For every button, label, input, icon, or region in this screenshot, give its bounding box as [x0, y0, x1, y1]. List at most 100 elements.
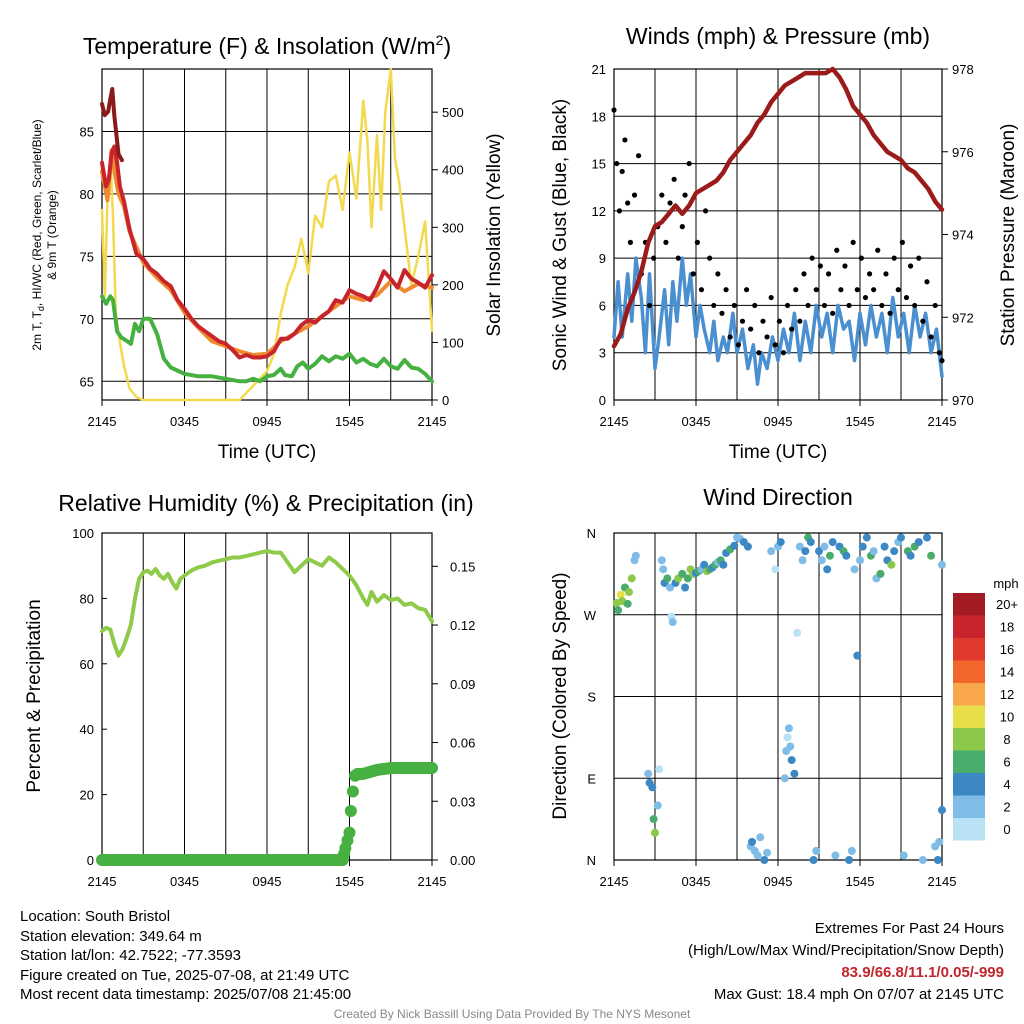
pressure-ytick-label: 974 [952, 228, 974, 243]
humidity-ytick-label: 60 [80, 657, 94, 672]
winds-ytick-label: 6 [599, 298, 606, 313]
gust-point [793, 287, 799, 293]
series-pressure-line [611, 66, 945, 349]
gust-point [711, 302, 717, 309]
direction-point [795, 542, 804, 551]
colorbar-swatch [953, 683, 985, 706]
winds-xtick-label: 0945 [764, 414, 793, 429]
humidity-ytick-label: 0 [87, 853, 94, 868]
direction-ylabel: Direction (Colored By Speed) [550, 572, 571, 819]
direction-point [700, 560, 709, 569]
colorbar-label: 10 [1000, 710, 1014, 725]
gust-point [846, 302, 852, 309]
pressure-ylabel: Station Pressure (Maroon) [998, 124, 1019, 347]
direction-point [933, 856, 942, 864]
insolation-ytick-label: 300 [442, 220, 464, 235]
winds-xtick-label: 2145 [928, 414, 957, 429]
temperature-title: Temperature (F) & Insolation (W/m2) [83, 32, 451, 59]
max-gust-text: Max Gust: 18.4 mph On 07/07 at 2145 UTC [713, 986, 1004, 1003]
direction-point [763, 848, 772, 857]
direction-point [938, 806, 946, 815]
direction-point [776, 538, 785, 547]
gust-point [879, 302, 885, 309]
humidity-ytick-label: 100 [72, 526, 94, 541]
gust-point [936, 350, 942, 356]
gust-point [752, 302, 758, 309]
gust-point [667, 200, 673, 206]
direction-point [842, 551, 851, 560]
created-text: Figure created on Tue, 2025-07-08, at 21… [20, 966, 350, 984]
gust-point [862, 294, 869, 301]
direction-point [659, 565, 668, 574]
direction-xtick-label: 0945 [764, 874, 793, 889]
direction-point [876, 569, 885, 578]
temperature-xtick-label: 2145 [418, 414, 447, 429]
humidity-panel: Relative Humidity (%) & Precipitation (i… [24, 490, 475, 889]
precip-point [346, 785, 359, 798]
direction-xtick-label: 1545 [846, 874, 875, 889]
direction-point [853, 651, 862, 660]
direction-ytick-label: W [584, 608, 597, 623]
gust-point [891, 255, 897, 261]
precip-point [426, 761, 438, 774]
direction-point [627, 574, 636, 583]
direction-xtick-label: 2145 [928, 874, 957, 889]
gust-point [887, 310, 893, 316]
series-wind-line [612, 256, 944, 386]
insolation-ytick-label: 400 [442, 163, 464, 178]
precip-point [344, 805, 357, 818]
direction-point [880, 542, 889, 551]
insolation-ytick-label: 0 [442, 393, 449, 408]
direction-point [927, 551, 936, 560]
temperature-xtick-label: 1545 [335, 414, 364, 429]
gust-point [616, 208, 623, 214]
direction-point [668, 618, 677, 627]
gust-point [756, 350, 762, 356]
direction-ytick-label: N [587, 853, 596, 868]
gust-point [866, 271, 873, 277]
gust-point [809, 255, 815, 261]
insolation-ytick-label: 200 [442, 278, 464, 293]
humidity-xtick-label: 1545 [335, 874, 364, 889]
direction-point [760, 856, 769, 864]
direction-point [648, 783, 657, 792]
direction-point [681, 583, 690, 592]
gust-point [912, 302, 918, 309]
direction-point [666, 583, 675, 592]
gust-point [772, 342, 778, 348]
gust-point [928, 334, 934, 340]
gust-point [690, 271, 696, 277]
gust-point [924, 279, 930, 285]
direction-point [858, 542, 867, 551]
colorbar-label: 4 [1003, 777, 1010, 792]
direction-point [719, 560, 728, 569]
winds-frame [613, 68, 943, 401]
gust-point [875, 247, 881, 253]
direction-point [767, 547, 776, 556]
gust-point [916, 255, 922, 261]
winds-xtick-label: 2145 [600, 414, 629, 429]
humidity-xtick-label: 2145 [418, 874, 447, 889]
direction-point [845, 856, 854, 864]
pressure-ytick-label: 970 [952, 393, 974, 408]
gust-point [789, 326, 795, 332]
direction-point [653, 801, 662, 810]
winds-ytick-label: 15 [592, 157, 606, 172]
pressure-ytick-label: 972 [952, 310, 974, 325]
temperature-xtick-label: 0945 [253, 414, 282, 429]
winds-ytick-label: 9 [599, 251, 606, 266]
direction-point [887, 560, 896, 569]
colorbar-swatch [953, 660, 985, 683]
series-rh-line [100, 549, 434, 658]
gust-point [707, 255, 713, 261]
gust-point [850, 239, 856, 245]
colorbar-swatch [953, 750, 985, 773]
direction-xtick-label: 2145 [600, 874, 629, 889]
extremes-info: Extremes For Past 24 Hours (High/Low/Max… [688, 918, 1004, 1006]
direction-point [823, 565, 832, 574]
direction-point [862, 533, 871, 542]
gust-point [871, 287, 877, 293]
extremes-title: Extremes For Past 24 Hours [814, 920, 1004, 937]
gust-point [748, 326, 754, 332]
direction-point [743, 542, 752, 551]
